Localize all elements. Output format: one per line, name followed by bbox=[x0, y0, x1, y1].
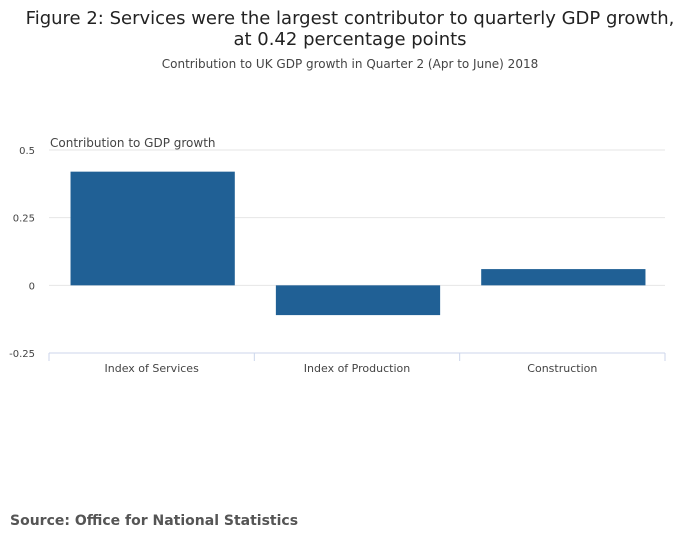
bar-chart: Contribution to GDP growth 0.5 0.25 0 -0.25… bbox=[9, 136, 666, 375]
bar bbox=[275, 285, 441, 316]
x-axis-category-labels: Index of Services Index of Production Cons… bbox=[105, 362, 598, 375]
y-axis-title: Contribution to GDP growth bbox=[50, 136, 216, 150]
bars bbox=[70, 171, 646, 316]
x-category-label: Index of Production bbox=[304, 362, 410, 375]
y-tick-label: -0.25 bbox=[9, 349, 35, 360]
chart-subtitle: Contribution to UK GDP growth in Quarter… bbox=[161, 57, 539, 71]
y-tick-label: 0.25 bbox=[13, 214, 35, 225]
bar bbox=[70, 171, 235, 286]
x-category-label: Index of Services bbox=[105, 362, 200, 375]
chart-title: Figure 2: Services were the largest cont… bbox=[25, 8, 675, 50]
source-note: Source: Office for National Statistics bbox=[10, 513, 299, 529]
x-category-label: Construction bbox=[527, 362, 597, 375]
y-axis-tick-labels: 0.5 0.25 0 -0.25 bbox=[9, 146, 35, 360]
x-axis bbox=[48, 352, 666, 361]
bar bbox=[481, 269, 646, 286]
y-tick-label: 0.5 bbox=[19, 146, 35, 157]
y-tick-label: 0 bbox=[29, 281, 35, 292]
